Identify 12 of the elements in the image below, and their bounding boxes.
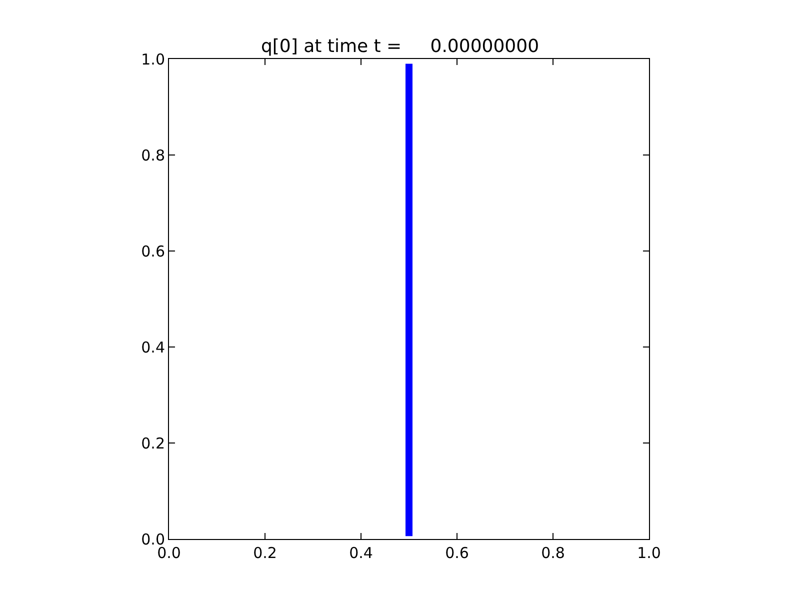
y-tick-label: 0.4 bbox=[141, 338, 165, 356]
x-tick-label: 0.0 bbox=[157, 544, 181, 562]
y-tick-label: 1.0 bbox=[141, 50, 165, 68]
x-tick-label: 0.2 bbox=[253, 544, 277, 562]
x-tick-label: 0.6 bbox=[445, 544, 469, 562]
y-tick-label: 0.6 bbox=[141, 242, 165, 260]
y-tick-label: 0.2 bbox=[141, 434, 165, 452]
x-tick-label: 0.4 bbox=[349, 544, 373, 562]
x-tick-label: 1.0 bbox=[637, 544, 661, 562]
chart-title: q[0] at time t = 0.00000000 bbox=[260, 36, 540, 57]
y-tick-label: 0.8 bbox=[141, 146, 165, 164]
x-tick-label: 0.8 bbox=[541, 544, 565, 562]
